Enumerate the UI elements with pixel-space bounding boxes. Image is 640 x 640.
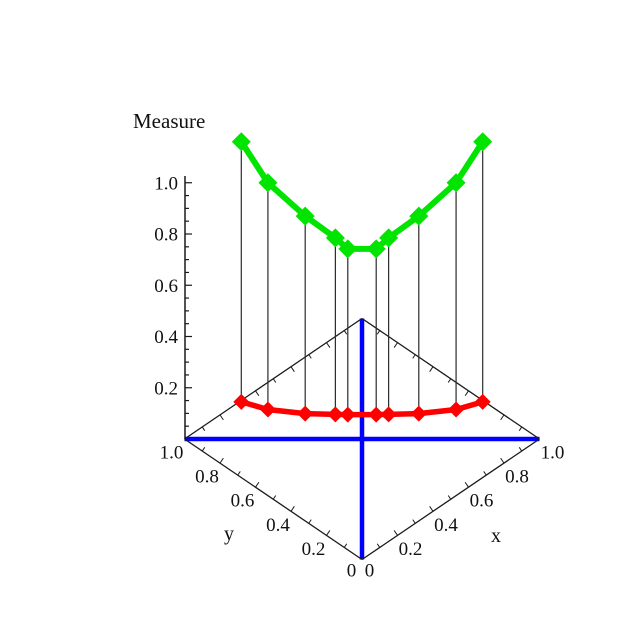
y-axis-tick-label: 0.8 — [195, 467, 219, 488]
upper-curve-marker — [446, 173, 466, 193]
upper-left-edge-tick — [219, 414, 224, 421]
y-axis-edge-tick — [219, 457, 224, 464]
upper-curve-marker — [379, 228, 399, 248]
upper-left-edge-tick — [290, 366, 295, 372]
upper-right-edge-tick — [518, 426, 523, 431]
lower-curve-marker — [474, 393, 491, 410]
upper-curve — [238, 140, 486, 252]
x-axis-edge-tick — [500, 457, 505, 464]
lower-curve-marker — [233, 393, 250, 410]
origin-label-x: 0 — [365, 561, 375, 582]
x-axis-tick-label: 0.4 — [434, 515, 458, 536]
y-axis-edge-tick — [326, 530, 331, 536]
upper-curve-marker — [295, 206, 315, 226]
upper-right-edge-tick — [376, 330, 381, 335]
measure-tick-label: 0.4 — [154, 327, 178, 348]
lower-curve-marker — [380, 406, 397, 423]
upper-curve-marker — [409, 206, 429, 226]
upper-curve-marker — [366, 239, 386, 259]
upper-curve-marker — [325, 228, 345, 248]
upper-left-edge-tick — [326, 342, 331, 348]
x-axis-edge-tick — [447, 495, 452, 500]
lower-curve-marker — [368, 406, 385, 423]
upper-curve-marker — [338, 239, 358, 259]
x-axis-edge-tick — [518, 447, 523, 452]
measure-axis-title: Measure — [133, 109, 205, 133]
x-axis-tick-label: 0.8 — [505, 467, 529, 488]
lower-curve — [240, 399, 484, 418]
upper-left-edge-tick — [343, 330, 348, 335]
y-axis-edge-tick — [343, 543, 348, 548]
y-axis-edge-tick — [255, 481, 260, 488]
y-axis-tick-label: 0.2 — [302, 539, 326, 560]
y-axis-edge-tick — [308, 519, 312, 524]
upper-left-edge-tick — [308, 354, 312, 359]
upper-right-edge-tick — [500, 414, 505, 421]
x-axis-tick-label: 0.6 — [470, 491, 494, 512]
lower-curve-marker — [339, 406, 356, 423]
x-axis-edge-tick — [429, 506, 434, 512]
x-axis-edge-tick — [412, 519, 416, 524]
y-axis-edge-tick — [272, 495, 277, 500]
x-axis-tick-label: 0.2 — [399, 539, 423, 560]
upper-right-edge-tick — [464, 390, 469, 397]
upper-left-edge-tick — [255, 390, 260, 397]
measure-tick-label: 0.2 — [154, 378, 178, 399]
upper-curve-marker — [473, 132, 493, 152]
y-axis-tick-label: 0.4 — [266, 515, 290, 536]
y-axis-edge-tick — [290, 506, 295, 512]
origin-label-y: 0 — [347, 561, 357, 582]
y-axis-tick-label: 0.6 — [231, 491, 255, 512]
x-axis-edge-tick — [393, 530, 398, 536]
measure-tick-label: 1.0 — [154, 173, 178, 194]
measure-tick-label: 0.8 — [154, 225, 178, 246]
y-axis-edge-tick — [237, 471, 241, 476]
lower-curve-marker — [448, 401, 465, 418]
lower-curve-marker — [297, 405, 314, 422]
y-axis-tick-label: 1.0 — [160, 443, 184, 464]
lower-curve-marker — [259, 401, 276, 418]
x-axis-edge-tick — [483, 471, 487, 476]
lower-curve-marker — [327, 406, 344, 423]
upper-curve-marker — [231, 132, 251, 152]
upper-right-edge-tick — [393, 342, 398, 348]
upper-curve-marker — [258, 173, 278, 193]
upper-left-edge-tick — [272, 378, 277, 383]
upper-left-edge-tick — [201, 426, 206, 431]
x-axis-tick-label: 1.0 — [541, 443, 565, 464]
lower-curve-marker — [410, 405, 427, 422]
x-axis-edge-tick — [376, 543, 381, 548]
upper-right-edge-tick — [429, 366, 434, 372]
upper-right-edge-tick — [447, 378, 452, 383]
upper-right-edge-tick — [412, 354, 416, 359]
x-axis-letter: x — [491, 525, 501, 547]
x-axis-edge-tick — [464, 481, 469, 488]
measure-tick-label: 0.6 — [154, 276, 178, 297]
y-axis-letter: y — [224, 523, 234, 545]
y-axis-edge-tick — [201, 447, 206, 452]
